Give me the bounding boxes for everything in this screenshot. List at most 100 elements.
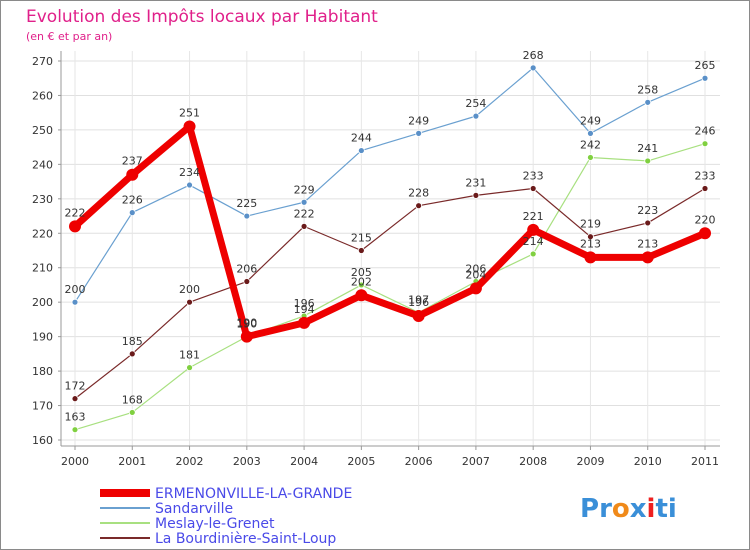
data-point (527, 223, 540, 236)
data-point (415, 202, 423, 210)
data-point (701, 74, 709, 82)
data-label: 223 (637, 204, 658, 217)
y-tick-label: 270 (32, 55, 53, 68)
x-tick-label: 2005 (347, 455, 375, 468)
data-point (71, 298, 79, 306)
data-point (357, 247, 365, 254)
x-tick-label: 2007 (462, 455, 490, 468)
data-point (300, 222, 308, 230)
x-tick-label: 2006 (405, 455, 433, 468)
logo-letter: r (599, 494, 612, 524)
data-labels: 200 226 234 225 229 244 249 254 268 249 258 265 163 1… (65, 49, 716, 424)
data-point (186, 298, 193, 306)
data-label: 222 (294, 207, 315, 220)
proxiti-logo-text: Proxiti (580, 494, 677, 524)
series-line-sandarville (74, 67, 706, 303)
data-point (243, 212, 251, 220)
data-label: 204 (465, 268, 486, 281)
data-point (529, 185, 537, 192)
data-label: 244 (351, 132, 372, 145)
data-label: 251 (179, 106, 200, 119)
data-label: 258 (637, 83, 658, 96)
data-label: 197 (408, 294, 429, 307)
y-tick-label: 230 (32, 193, 53, 206)
data-point (701, 140, 709, 148)
legend-label: Sandarville (155, 501, 233, 517)
data-point (357, 281, 365, 289)
data-label: 213 (580, 237, 601, 250)
logo-letter: P (580, 494, 599, 524)
y-tick-label: 240 (32, 158, 53, 171)
y-tick-label: 210 (32, 262, 53, 275)
legend-label: ERMENONVILLE-LA-GRANDE (155, 486, 352, 502)
data-label: 185 (122, 335, 143, 348)
x-tick-label: 2003 (233, 455, 261, 468)
data-label: 202 (351, 275, 372, 288)
data-point (240, 330, 253, 343)
data-label: 190 (236, 317, 257, 330)
data-label: 219 (580, 218, 601, 231)
data-point (472, 112, 480, 120)
proxiti-logo: Proxiti (580, 494, 677, 524)
data-point (298, 316, 311, 329)
logo-letter: i (668, 494, 677, 524)
data-point (300, 198, 308, 206)
data-point (412, 309, 425, 322)
y-tick-label: 190 (32, 331, 53, 344)
data-label: 220 (695, 213, 716, 226)
x-tick-label: 2010 (634, 455, 662, 468)
data-point (355, 289, 368, 302)
data-label: 163 (65, 411, 86, 424)
data-point (183, 120, 196, 133)
data-point (644, 219, 652, 227)
data-label: 206 (236, 263, 257, 276)
y-tick-label: 200 (32, 296, 53, 309)
data-label: 200 (179, 283, 200, 296)
series-group (69, 64, 711, 434)
data-point (128, 409, 136, 416)
series-line-ermenonville-la-grande (72, 122, 707, 341)
data-label: 234 (179, 166, 200, 179)
logo-letter: i (647, 494, 656, 524)
data-label: 229 (294, 183, 315, 196)
data-point (71, 426, 79, 434)
data-point (529, 64, 537, 72)
series-line-meslay-le-grenet (74, 143, 706, 431)
data-label: 214 (523, 235, 544, 248)
data-point (644, 98, 652, 106)
data-label: 242 (580, 138, 601, 151)
data-label: 172 (65, 380, 86, 393)
x-tick-label: 2001 (118, 455, 146, 468)
data-point (641, 251, 654, 264)
data-label: 231 (465, 176, 486, 189)
y-tick-label: 180 (32, 365, 53, 378)
data-label: 241 (637, 142, 658, 155)
data-point (644, 157, 652, 165)
data-label: 221 (523, 210, 544, 223)
logo-letter: t (655, 494, 667, 524)
data-point (587, 233, 594, 241)
data-label: 194 (294, 303, 315, 316)
data-label: 226 (122, 194, 143, 207)
y-tick-label: 260 (32, 89, 53, 102)
x-tick-label: 2004 (290, 455, 318, 468)
data-point (701, 185, 709, 192)
data-point (699, 227, 711, 240)
data-point (128, 209, 136, 217)
data-point (71, 395, 79, 403)
data-point (469, 282, 482, 295)
data-label: 225 (236, 197, 257, 210)
data-label: 205 (351, 266, 372, 279)
data-label: 181 (179, 349, 200, 362)
data-label: 222 (65, 206, 86, 219)
data-label: 196 (408, 296, 429, 309)
y-tick-label: 160 (32, 434, 53, 447)
data-point (128, 350, 136, 358)
data-label: 168 (122, 393, 143, 406)
data-point (357, 147, 365, 154)
data-label: 196 (294, 297, 315, 310)
data-point (126, 168, 139, 181)
data-label: 233 (695, 169, 716, 182)
